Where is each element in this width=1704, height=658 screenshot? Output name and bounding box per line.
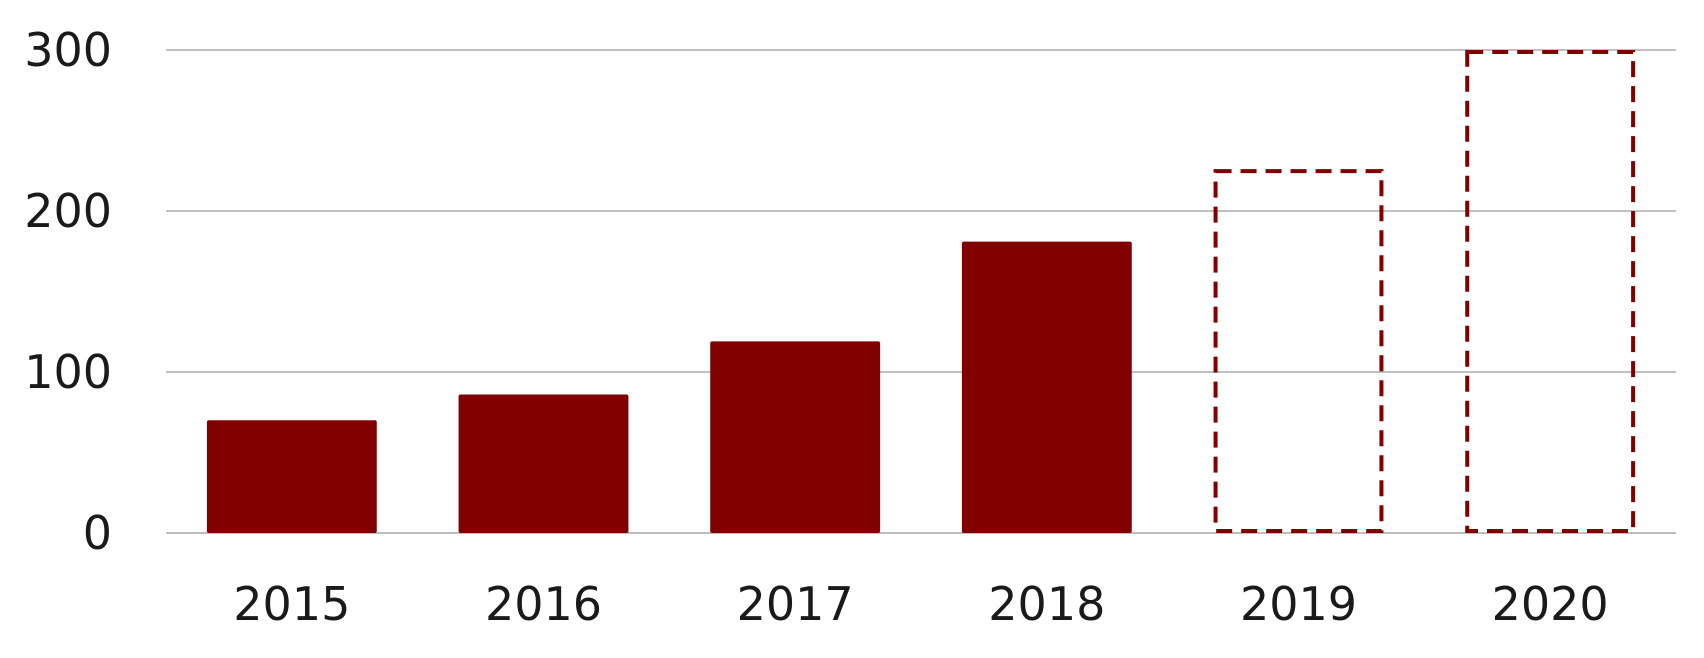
x-tick-label: 2018 xyxy=(988,577,1105,631)
bars xyxy=(206,50,1636,533)
gridlines xyxy=(166,49,1676,534)
y-tick-label: 0 xyxy=(83,506,112,560)
bar-2017 xyxy=(710,341,881,533)
x-tick-label: 2016 xyxy=(485,577,602,631)
bar-2015 xyxy=(206,420,377,533)
bar-projected-2020 xyxy=(1465,50,1636,533)
x-tick-label: 2019 xyxy=(1240,577,1357,631)
y-tick-label: 300 xyxy=(24,23,112,77)
bar-2018 xyxy=(961,241,1132,533)
y-tick-label: 100 xyxy=(24,345,112,399)
y-axis-tick-labels: 0 100 200 300 xyxy=(24,23,112,560)
x-tick-label: 2017 xyxy=(737,577,854,631)
x-axis-tick-labels: 2015 2016 2017 2018 2019 2020 xyxy=(233,577,1608,631)
bar-2016 xyxy=(458,394,629,533)
x-tick-label: 2020 xyxy=(1492,577,1609,631)
y-tick-label: 200 xyxy=(24,184,112,238)
x-tick-label: 2015 xyxy=(233,577,350,631)
bar-projected-2019 xyxy=(1213,169,1384,533)
